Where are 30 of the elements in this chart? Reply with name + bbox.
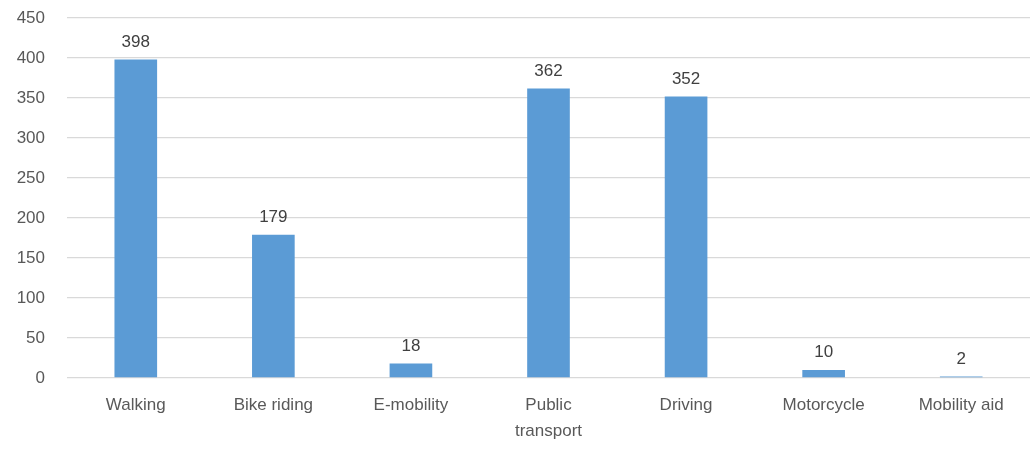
data-label: 18 bbox=[401, 335, 421, 355]
y-tick-label: 350 bbox=[16, 87, 45, 107]
y-tick-label: 100 bbox=[16, 287, 45, 307]
data-label: 10 bbox=[814, 342, 834, 362]
bar bbox=[802, 370, 845, 378]
x-tick-label: Driving bbox=[659, 394, 713, 414]
x-tick-label: Motorcycle bbox=[782, 394, 865, 414]
bar bbox=[664, 96, 708, 378]
y-tick-label: 250 bbox=[16, 167, 45, 187]
x-tick-label: Mobility aid bbox=[918, 394, 1004, 414]
y-tick-label: 150 bbox=[16, 247, 45, 267]
y-tick-label: 450 bbox=[16, 7, 45, 27]
y-tick-label: 0 bbox=[35, 367, 45, 387]
bar bbox=[527, 88, 570, 378]
y-tick-label: 200 bbox=[16, 207, 45, 227]
y-tick-label: 50 bbox=[26, 327, 45, 347]
y-tick-label: 300 bbox=[16, 127, 45, 147]
data-label: 179 bbox=[259, 206, 288, 226]
data-label: 2 bbox=[956, 348, 966, 368]
bar bbox=[114, 59, 158, 378]
data-label: 398 bbox=[121, 31, 150, 51]
bar bbox=[252, 234, 295, 378]
x-tick-label: E-mobility bbox=[373, 394, 449, 414]
data-label: 352 bbox=[671, 68, 701, 88]
y-tick-label: 400 bbox=[16, 47, 45, 67]
x-tick-label: Public transport bbox=[514, 394, 583, 441]
data-label: 362 bbox=[534, 60, 563, 80]
bar bbox=[389, 363, 433, 378]
x-tick-label: Bike riding bbox=[233, 394, 314, 414]
x-tick-label: Walking bbox=[105, 394, 166, 414]
